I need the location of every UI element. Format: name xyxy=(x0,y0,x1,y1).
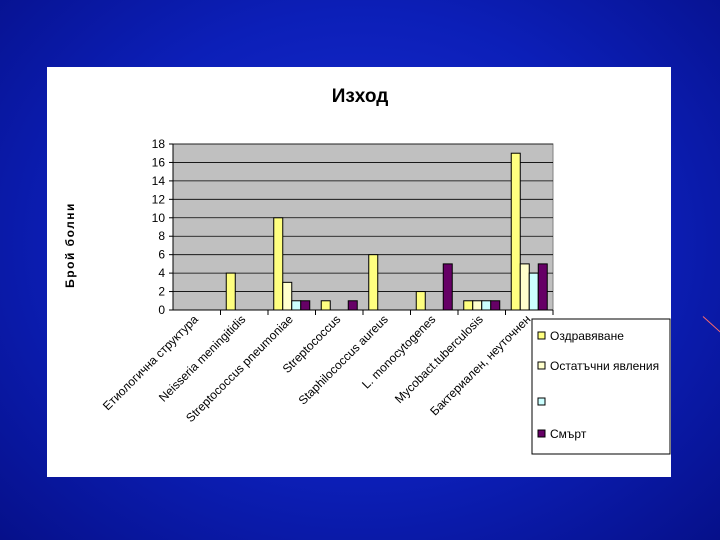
bar xyxy=(490,300,501,311)
bar xyxy=(510,152,521,311)
legend-label: Оздравяване xyxy=(550,329,624,343)
legend-box xyxy=(531,318,671,455)
x-category-label: Етиологична структура xyxy=(100,312,201,413)
y-tick-label: 18 xyxy=(152,137,166,151)
y-tick-label: 8 xyxy=(158,229,165,243)
bar xyxy=(300,300,311,311)
x-category-label: Neisseria meningitidis xyxy=(156,312,248,404)
decorative-line xyxy=(702,316,720,333)
x-category-label: Mycobact.tuberculosis xyxy=(392,312,486,406)
legend-swatch xyxy=(537,397,546,406)
legend-swatch xyxy=(537,331,546,340)
x-category-label: Бактериален, неуточнен xyxy=(427,312,533,418)
y-tick-label: 12 xyxy=(152,192,166,206)
y-tick-label: 16 xyxy=(152,155,166,169)
y-axis-label: Брой болни xyxy=(63,202,77,288)
bar xyxy=(519,263,530,311)
bar xyxy=(442,263,453,311)
legend-swatch xyxy=(537,361,546,370)
bar xyxy=(472,300,483,311)
bar xyxy=(320,300,331,311)
bar xyxy=(282,281,293,311)
plot-area xyxy=(172,143,554,311)
y-tick-label: 10 xyxy=(152,211,166,225)
bar xyxy=(463,300,474,311)
bar xyxy=(415,291,426,311)
bar xyxy=(528,272,539,311)
bar xyxy=(291,300,302,311)
bar xyxy=(481,300,492,311)
x-category-label: Staphilococcus aureus xyxy=(296,312,391,407)
legend-label: Остатъчни явления xyxy=(550,359,659,373)
legend-swatch xyxy=(537,429,546,438)
bar xyxy=(347,300,358,311)
bar xyxy=(273,217,284,311)
y-tick-label: 0 xyxy=(158,303,165,317)
chart-title: Изход xyxy=(332,86,389,107)
y-tick-label: 4 xyxy=(158,266,165,280)
bar xyxy=(537,263,548,311)
y-tick-label: 2 xyxy=(158,285,165,299)
bar xyxy=(225,272,236,311)
bar xyxy=(368,254,379,311)
chart-panel: Изход Брой болни 0 2 4 6 8 10 12 14 16 18 Етиологи… xyxy=(47,67,671,477)
legend-label: Смърт xyxy=(550,427,587,441)
y-tick-label: 6 xyxy=(158,248,165,262)
chart-svg: Изход Брой болни 0 2 4 6 8 10 12 14 16 18 Етиологи… xyxy=(63,86,671,455)
y-tick-label: 14 xyxy=(152,174,166,188)
